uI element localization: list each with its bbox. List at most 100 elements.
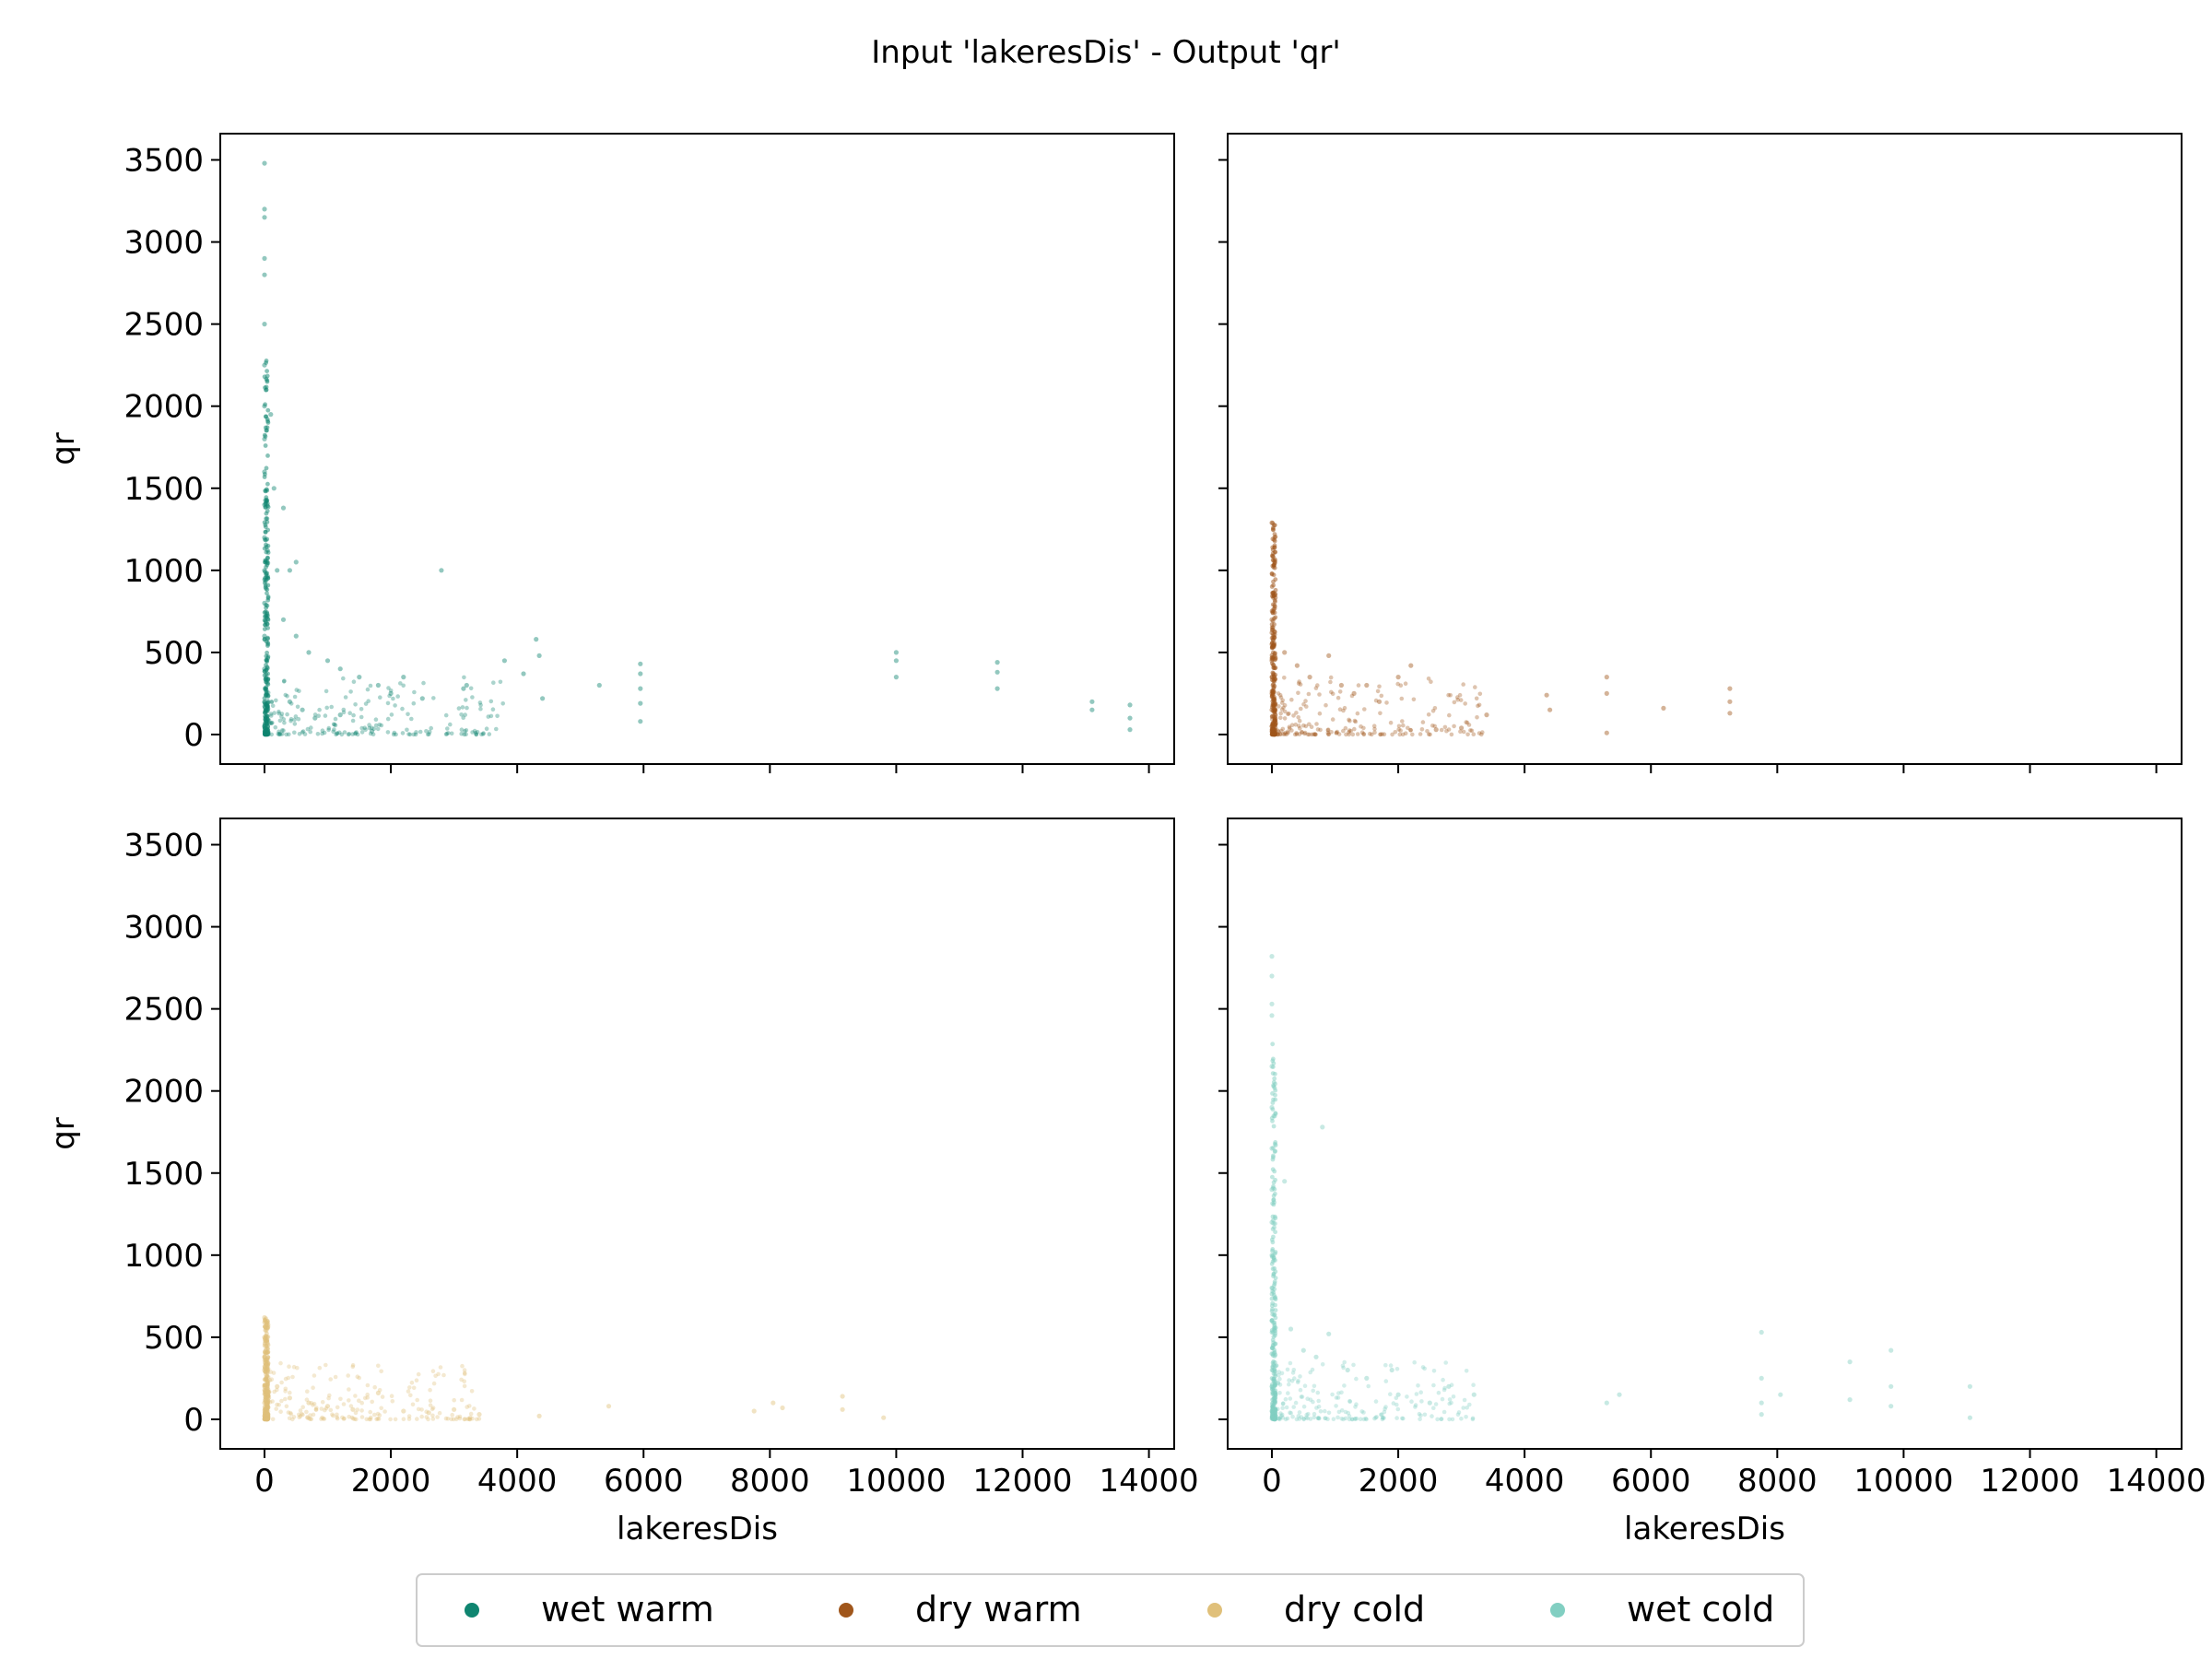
scatter-point: [1278, 1411, 1283, 1416]
scatter-point: [269, 700, 275, 704]
scatter-point: [1269, 1386, 1275, 1392]
scatter-point: [409, 716, 414, 722]
scatter-point: [1359, 1409, 1364, 1414]
scatter-point: [1347, 717, 1351, 723]
scatter-point: [265, 1417, 270, 1421]
scatter-point: [276, 729, 281, 735]
scatter-point: [1299, 1394, 1304, 1399]
scatter-point: [1283, 1417, 1288, 1422]
scatter-point: [1308, 1397, 1313, 1402]
scatter-point: [1343, 1409, 1348, 1415]
scatter-point: [1288, 1410, 1293, 1416]
scatter-point: [274, 698, 278, 703]
scatter-point: [264, 1334, 268, 1338]
scatter-point: [1452, 724, 1456, 729]
scatter-point: [1339, 1408, 1345, 1413]
scatter-point: [1413, 1403, 1418, 1407]
scatter-point: [312, 715, 318, 721]
scatter-point: [1270, 1414, 1275, 1418]
scatter-point: [264, 1362, 268, 1368]
scatter-point: [1302, 730, 1308, 735]
scatter-point: [297, 688, 301, 693]
scatter-point: [365, 687, 371, 692]
scatter-point: [1276, 1380, 1280, 1385]
scatter-point: [1347, 1414, 1352, 1418]
scatter-point: [269, 721, 274, 725]
scatter-point: [1312, 732, 1318, 737]
scatter-point: [1417, 1411, 1422, 1417]
scatter-point: [431, 696, 436, 700]
scatter-point: [1348, 728, 1353, 734]
scatter-point: [780, 1405, 785, 1411]
scatter-point: [1272, 523, 1277, 528]
scatter-point: [376, 1417, 382, 1421]
scatter-point: [410, 1402, 416, 1407]
scatter-point: [1277, 1382, 1283, 1387]
scatter-point: [1269, 1309, 1275, 1313]
scatter-point: [1429, 679, 1433, 684]
scatter-point: [265, 1385, 270, 1391]
scatter-point: [1426, 677, 1431, 681]
scatter-point: [1396, 727, 1401, 732]
scatter-point: [369, 1415, 373, 1420]
scatter-point: [1349, 1417, 1355, 1422]
legend-marker: [839, 1603, 853, 1618]
scatter-point: [1479, 732, 1484, 737]
scatter-point: [347, 732, 352, 736]
scatter-point: [466, 1417, 472, 1421]
scatter-point: [1378, 732, 1383, 737]
scatter-point: [1273, 1341, 1278, 1347]
scatter-point: [276, 709, 281, 714]
scatter-point: [1435, 1417, 1440, 1422]
scatter-point: [1401, 1416, 1406, 1421]
scatter-point: [1269, 1415, 1275, 1419]
scatter-point: [1271, 1397, 1276, 1402]
scatter-point: [1449, 1382, 1454, 1387]
scatter-point: [1372, 1416, 1377, 1421]
scatter-point: [287, 1416, 292, 1421]
scatter-point: [638, 719, 643, 724]
scatter-point: [1127, 727, 1133, 733]
scatter-point: [1282, 732, 1288, 736]
scatter-point: [1271, 1402, 1277, 1406]
scatter-point: [1463, 701, 1467, 706]
scatter-point: [269, 700, 275, 704]
scatter-point: [331, 729, 336, 735]
scatter-point: [1373, 1415, 1378, 1420]
scatter-point: [1312, 1411, 1317, 1417]
scatter-point: [1442, 724, 1448, 730]
scatter-point: [771, 1400, 776, 1406]
scatter-point: [1296, 1414, 1301, 1418]
scatter-point: [270, 1399, 275, 1404]
scatter-point: [262, 1382, 267, 1388]
scatter-point: [329, 704, 335, 710]
scatter-point: [1447, 712, 1452, 718]
scatter-point: [452, 1406, 457, 1412]
scatter-point: [363, 701, 369, 706]
scatter-point: [264, 701, 268, 706]
scatter-point: [1271, 704, 1276, 709]
scatter-point: [1381, 1415, 1385, 1420]
scatter-point: [426, 1417, 430, 1422]
scatter-point: [1271, 691, 1276, 696]
scatter-point: [300, 729, 306, 734]
scatter-point: [1272, 598, 1277, 603]
scatter-point: [359, 1400, 365, 1406]
scatter-point: [1305, 1416, 1310, 1421]
scatter-point: [1270, 526, 1276, 532]
scatter-point: [1277, 704, 1281, 709]
scatter-point: [331, 1413, 335, 1418]
legend-label: wet cold: [1627, 1589, 1774, 1630]
scatter-point: [1324, 1416, 1328, 1421]
scatter-point: [263, 584, 268, 590]
scatter-point: [1315, 1416, 1321, 1420]
scatter-point: [1433, 1402, 1439, 1406]
scatter-point: [265, 373, 270, 379]
scatter-point: [376, 1363, 381, 1369]
scatter-point: [369, 728, 375, 735]
scatter-point: [395, 694, 401, 699]
scatter-point: [1430, 1414, 1434, 1418]
scatter-point: [1269, 973, 1275, 979]
scatter-point: [283, 1396, 288, 1402]
scatter-point: [1272, 557, 1277, 562]
